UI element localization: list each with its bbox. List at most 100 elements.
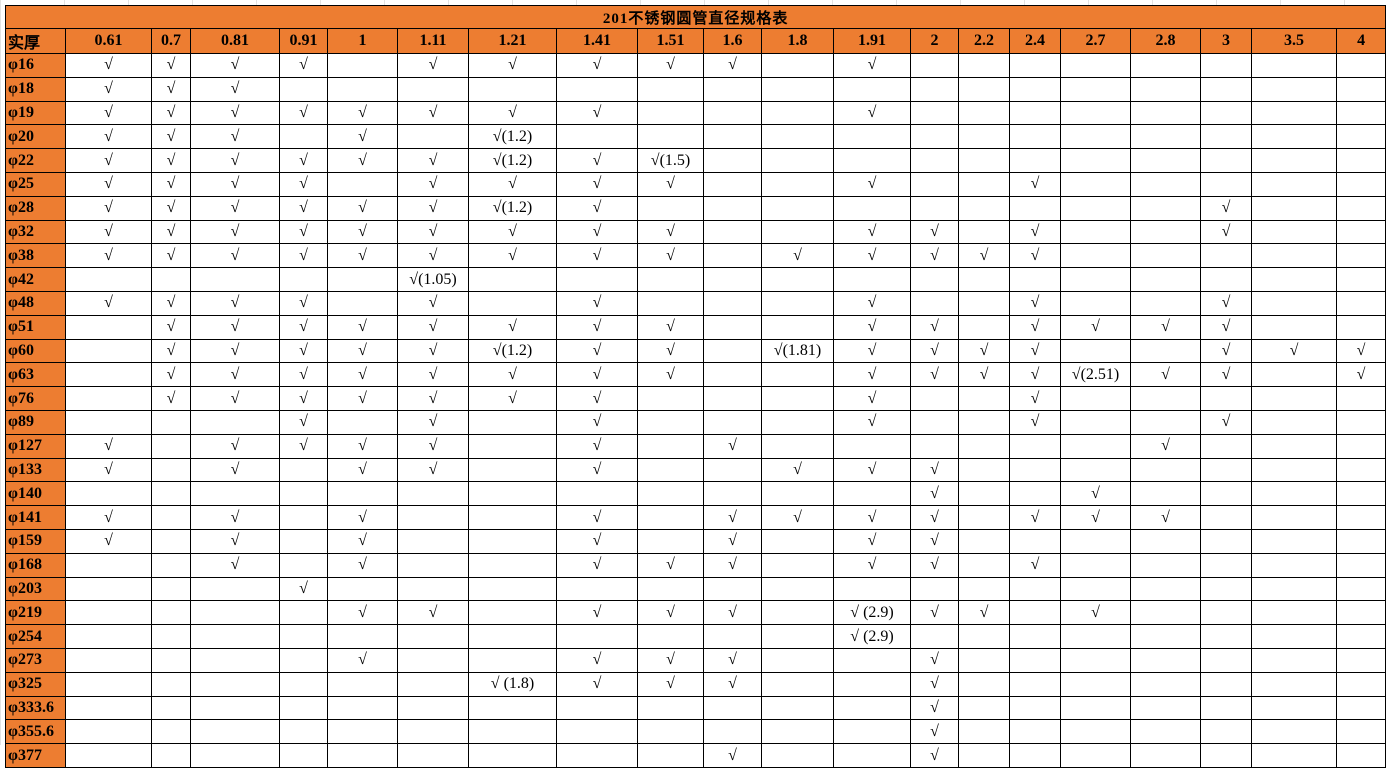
table-cell[interactable] xyxy=(279,76,328,102)
table-cell[interactable] xyxy=(1130,243,1201,269)
table-cell[interactable]: √ xyxy=(279,100,328,126)
table-cell[interactable] xyxy=(1060,624,1131,649)
table-cell[interactable]: √ xyxy=(556,314,638,340)
table-cell[interactable] xyxy=(151,719,191,745)
table-cell[interactable] xyxy=(279,719,328,745)
table-cell[interactable]: √ xyxy=(958,243,1010,269)
table-cell[interactable] xyxy=(1200,743,1252,768)
column-header[interactable]: 4 xyxy=(1335,28,1387,54)
table-cell[interactable]: √ xyxy=(190,53,280,78)
table-cell[interactable]: √ xyxy=(703,743,762,768)
table-cell[interactable] xyxy=(65,695,152,721)
table-cell[interactable] xyxy=(637,695,704,721)
table-cell[interactable] xyxy=(556,76,638,102)
table-cell[interactable] xyxy=(761,647,834,673)
table-title[interactable]: 201不锈钢圆管直径规格表 xyxy=(4,5,1387,29)
table-cell[interactable] xyxy=(1060,195,1131,221)
table-cell[interactable]: √ xyxy=(468,100,557,126)
table-cell[interactable]: √ xyxy=(65,148,152,173)
table-cell[interactable] xyxy=(279,505,328,530)
table-cell[interactable] xyxy=(397,124,469,150)
table-cell[interactable] xyxy=(65,481,152,507)
table-cell[interactable] xyxy=(703,624,762,649)
table-cell[interactable] xyxy=(1200,671,1252,697)
table-cell[interactable] xyxy=(151,624,191,649)
table-cell[interactable]: √ xyxy=(1009,552,1061,578)
table-cell[interactable] xyxy=(703,100,762,126)
table-cell[interactable] xyxy=(397,576,469,602)
table-cell[interactable] xyxy=(279,124,328,150)
table-cell[interactable] xyxy=(279,457,328,483)
table-cell[interactable] xyxy=(1060,457,1131,483)
table-cell[interactable]: √ xyxy=(556,362,638,388)
table-cell[interactable]: √ xyxy=(190,171,280,197)
table-cell[interactable] xyxy=(910,53,959,78)
table-cell[interactable] xyxy=(1009,671,1061,697)
table-cell[interactable] xyxy=(703,362,762,388)
table-cell[interactable] xyxy=(637,624,704,649)
table-cell[interactable] xyxy=(468,552,557,578)
table-cell[interactable] xyxy=(958,219,1010,245)
table-cell[interactable] xyxy=(1335,76,1387,102)
table-cell[interactable] xyxy=(761,267,834,292)
table-cell[interactable] xyxy=(1251,457,1337,483)
column-header[interactable]: 2 xyxy=(910,28,959,54)
table-cell[interactable]: √ xyxy=(190,528,280,554)
table-cell[interactable] xyxy=(397,719,469,745)
table-cell[interactable] xyxy=(1335,148,1387,173)
table-cell[interactable] xyxy=(761,100,834,126)
table-cell[interactable] xyxy=(468,624,557,649)
table-cell[interactable] xyxy=(703,171,762,197)
table-cell[interactable] xyxy=(761,53,834,78)
corner-label[interactable]: 实厚 xyxy=(5,28,66,54)
table-cell[interactable] xyxy=(1130,695,1201,721)
table-cell[interactable]: √ xyxy=(833,338,911,364)
table-cell[interactable]: √ xyxy=(556,505,638,530)
table-cell[interactable] xyxy=(1335,457,1387,483)
row-label[interactable]: φ159 xyxy=(5,528,66,554)
table-cell[interactable] xyxy=(1200,481,1252,507)
table-cell[interactable] xyxy=(1130,528,1201,554)
table-cell[interactable]: √ xyxy=(556,552,638,578)
table-cell[interactable]: √ xyxy=(279,409,328,435)
table-cell[interactable] xyxy=(1200,53,1252,78)
table-cell[interactable] xyxy=(1130,719,1201,745)
table-cell[interactable] xyxy=(761,409,834,435)
table-cell[interactable] xyxy=(761,314,834,340)
table-cell[interactable] xyxy=(1251,386,1337,411)
table-cell[interactable] xyxy=(1130,457,1201,483)
table-cell[interactable]: √(1.2) xyxy=(468,195,557,221)
table-cell[interactable] xyxy=(397,552,469,578)
table-cell[interactable] xyxy=(468,600,557,626)
row-label[interactable]: φ89 xyxy=(5,409,66,435)
table-cell[interactable] xyxy=(703,695,762,721)
table-cell[interactable] xyxy=(1335,100,1387,126)
table-cell[interactable]: √ xyxy=(151,124,191,150)
table-cell[interactable] xyxy=(1251,171,1337,197)
table-cell[interactable]: √ xyxy=(833,505,911,530)
table-cell[interactable] xyxy=(1335,243,1387,269)
row-label[interactable]: φ25 xyxy=(5,171,66,197)
table-cell[interactable]: √ xyxy=(327,124,398,150)
column-header[interactable]: 2.8 xyxy=(1130,28,1201,54)
table-cell[interactable]: √ xyxy=(279,290,328,316)
table-cell[interactable]: √ xyxy=(958,362,1010,388)
table-cell[interactable] xyxy=(1200,386,1252,411)
table-cell[interactable] xyxy=(1060,409,1131,435)
table-cell[interactable] xyxy=(1251,195,1337,221)
table-cell[interactable]: √ xyxy=(910,671,959,697)
table-cell[interactable] xyxy=(279,743,328,768)
table-cell[interactable]: √ xyxy=(397,409,469,435)
row-label[interactable]: φ51 xyxy=(5,314,66,340)
table-cell[interactable] xyxy=(1251,505,1337,530)
table-cell[interactable] xyxy=(65,743,152,768)
table-cell[interactable]: √ xyxy=(65,53,152,78)
table-cell[interactable] xyxy=(1251,219,1337,245)
table-cell[interactable]: √ xyxy=(279,338,328,364)
table-cell[interactable] xyxy=(556,695,638,721)
table-cell[interactable] xyxy=(958,647,1010,673)
table-cell[interactable] xyxy=(958,195,1010,221)
table-cell[interactable] xyxy=(327,624,398,649)
table-cell[interactable]: √ xyxy=(190,195,280,221)
column-header[interactable]: 3 xyxy=(1200,28,1252,54)
